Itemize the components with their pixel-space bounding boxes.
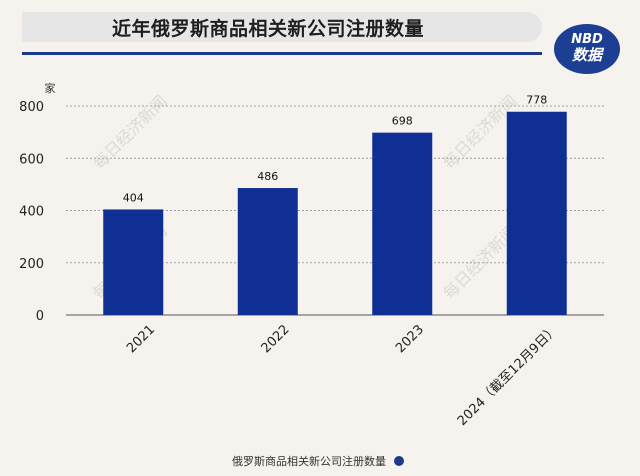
x-tick-label: 2021 — [124, 322, 158, 356]
x-tick-label: 2023 — [393, 322, 427, 356]
logo-text-bottom: 数据 — [571, 46, 602, 64]
footer-caption: 俄罗斯商品相关新公司注册数量 — [232, 453, 404, 469]
y-tick-label: 800 — [19, 100, 44, 115]
bar-2023 — [372, 132, 433, 315]
data-labels: 404 486 698 778 — [123, 94, 548, 205]
y-tick-label: 600 — [19, 152, 44, 167]
bar-2024（截至12月9日） — [506, 111, 567, 315]
bar-2021 — [103, 209, 164, 315]
y-tick-label: 400 — [19, 205, 44, 220]
x-tick-labels: 2021 2022 2023 2024（截至12月9日） — [124, 322, 562, 429]
chart-title: 近年俄罗斯商品相关新公司注册数量 — [112, 18, 425, 40]
data-label: 778 — [526, 94, 547, 107]
data-label: 698 — [392, 115, 413, 128]
y-tick-label: 0 — [36, 309, 44, 324]
title-underline — [22, 52, 542, 55]
x-tick-label: 2024（截至12月9日） — [455, 322, 562, 429]
nbd-logo: NBD 数据 — [554, 24, 620, 74]
data-label: 486 — [257, 170, 278, 183]
bar-2022 — [237, 188, 298, 315]
title-banner — [22, 12, 542, 42]
x-tick-label: 2022 — [259, 322, 293, 356]
footer-caption-text: 俄罗斯商品相关新公司注册数量 — [232, 455, 386, 468]
footer-dot-icon — [393, 456, 404, 466]
y-tick-label: 200 — [19, 257, 44, 272]
bars — [103, 111, 567, 315]
y-axis-unit: 家 — [45, 81, 56, 95]
data-label: 404 — [123, 191, 144, 204]
y-tick-labels: 0 200 400 600 800 — [19, 100, 44, 324]
watermark-text: 每日经济新闻 — [89, 92, 170, 173]
logo-text-top: NBD — [571, 32, 603, 47]
